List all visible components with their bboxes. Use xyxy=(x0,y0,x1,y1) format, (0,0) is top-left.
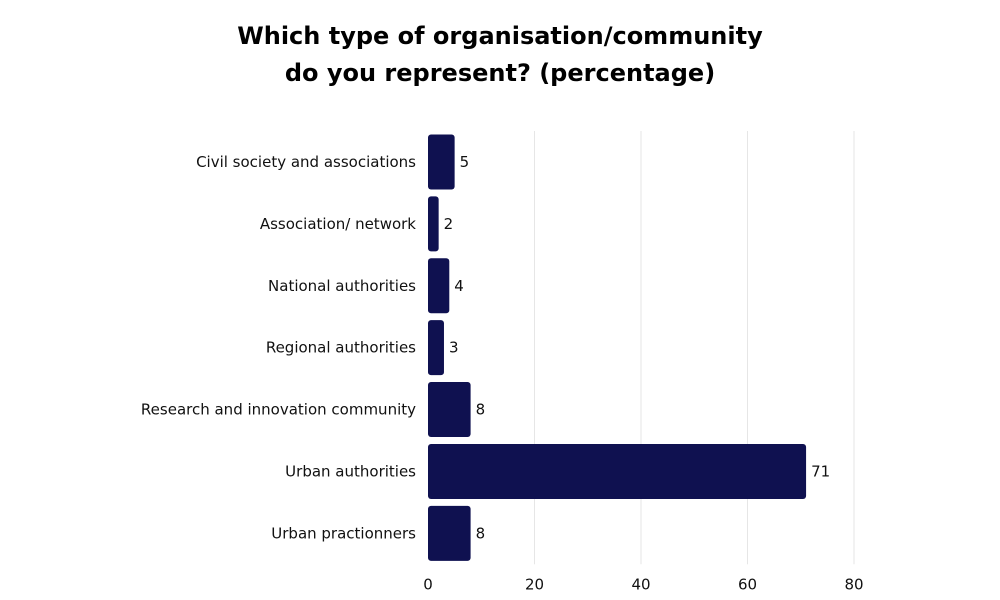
x-tick-label: 0 xyxy=(423,575,433,593)
category-label: Civil society and associations xyxy=(196,153,416,171)
bar xyxy=(428,134,455,190)
value-label: 8 xyxy=(476,524,486,542)
x-tick-label: 80 xyxy=(844,575,863,593)
category-label: Urban authorities xyxy=(285,462,416,480)
chart-title: Which type of organisation/community do … xyxy=(0,18,1000,92)
bars xyxy=(428,134,807,561)
bar xyxy=(428,443,807,499)
x-axis-ticks: 0 20 40 60 80 xyxy=(423,575,863,593)
bar xyxy=(428,382,471,438)
bar xyxy=(428,320,444,376)
x-tick-label: 20 xyxy=(525,575,544,593)
bar xyxy=(428,505,471,561)
category-label: Research and innovation community xyxy=(141,401,416,419)
bar xyxy=(428,196,439,252)
value-labels: 5 2 4 3 8 71 8 xyxy=(444,153,831,542)
x-tick-label: 40 xyxy=(631,575,650,593)
category-label: Urban practionners xyxy=(271,524,416,542)
value-label: 4 xyxy=(454,277,464,295)
gridlines xyxy=(534,131,855,565)
bar xyxy=(428,258,450,314)
category-label: Regional authorities xyxy=(266,339,416,357)
value-label: 8 xyxy=(476,401,486,419)
chart-title-line-2: do you represent? (percentage) xyxy=(284,59,716,87)
category-labels: Civil society and associations Associatio… xyxy=(141,153,416,542)
value-label: 3 xyxy=(449,339,459,357)
value-label: 5 xyxy=(460,153,470,171)
x-tick-label: 60 xyxy=(738,575,757,593)
value-label: 71 xyxy=(811,462,830,480)
chart-title-line-1: Which type of organisation/community xyxy=(237,22,763,50)
value-label: 2 xyxy=(444,215,454,233)
category-label: National authorities xyxy=(268,277,416,295)
category-label: Association/ network xyxy=(260,215,416,233)
